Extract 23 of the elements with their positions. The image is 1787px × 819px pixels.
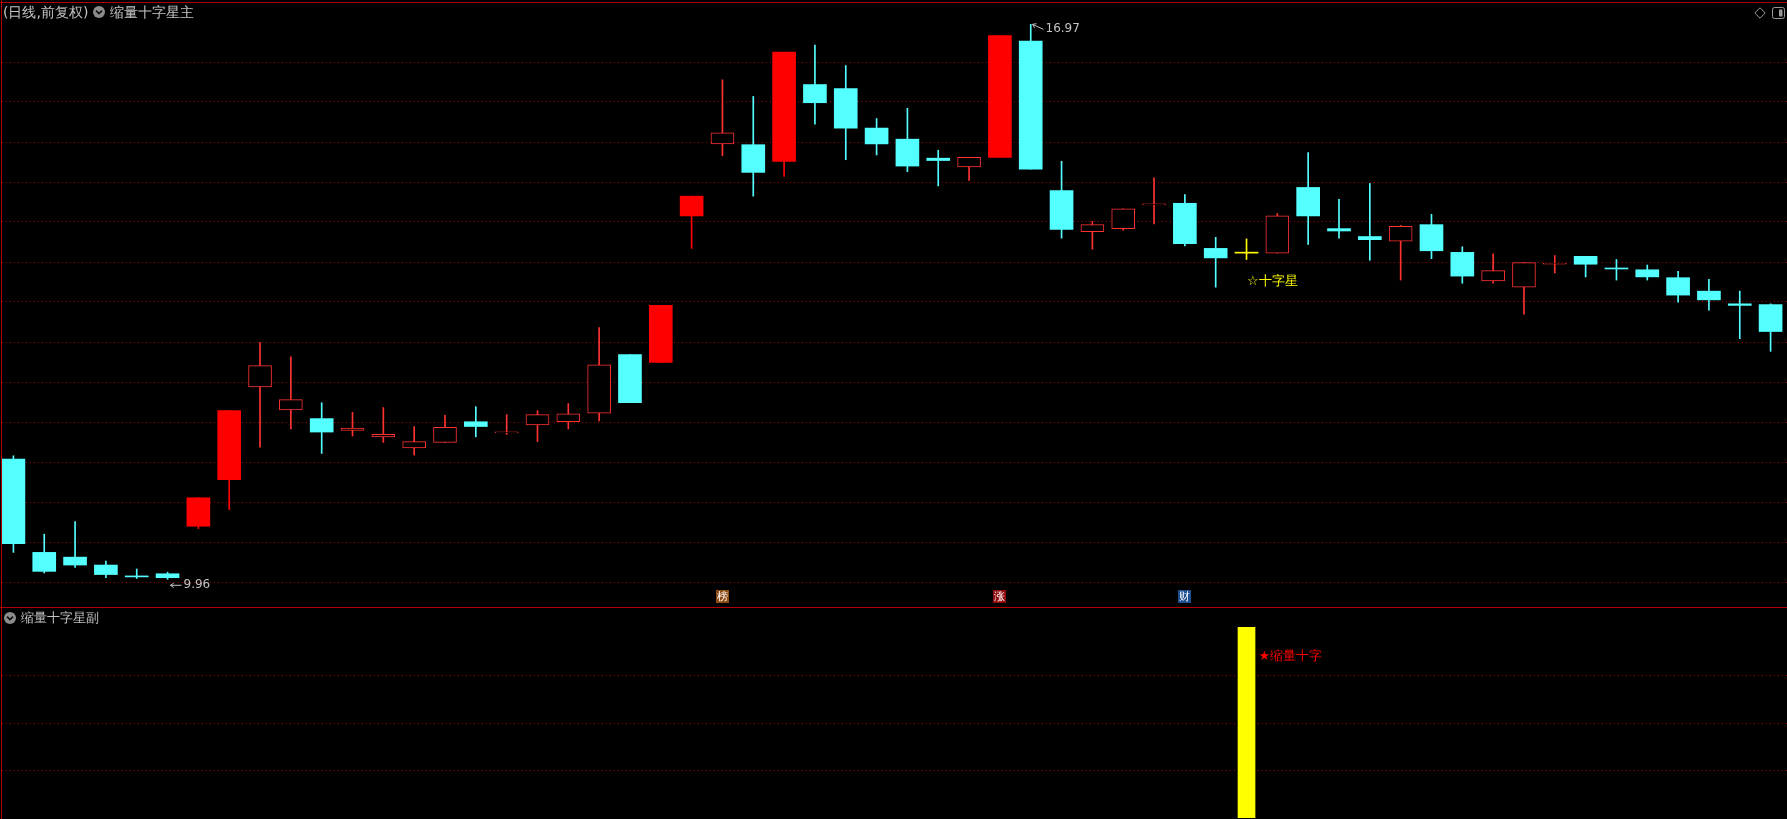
candlestick xyxy=(1358,183,1382,261)
candlestick xyxy=(1327,198,1351,239)
candlestick xyxy=(402,426,426,456)
candlestick xyxy=(248,342,272,448)
annotation: 榜 xyxy=(716,590,729,603)
annotation: ★缩量十字 xyxy=(1258,648,1323,664)
chart-title: (日线,前复权) xyxy=(3,4,89,20)
candlestick xyxy=(1142,177,1166,225)
candlestick xyxy=(803,44,827,125)
candlestick xyxy=(1727,290,1752,339)
candlestick xyxy=(279,356,303,430)
candlestick xyxy=(63,521,87,568)
chart-title: 缩量十字星副 xyxy=(21,610,99,626)
chart-subtitle: 缩量十字星主 xyxy=(110,4,195,20)
annotation: 9.96 xyxy=(183,577,211,592)
candlestick xyxy=(926,149,951,187)
annotation: 16.97 xyxy=(1045,21,1080,36)
candlestick xyxy=(1542,255,1567,274)
annotation: 财 xyxy=(1178,590,1191,603)
candlestick xyxy=(1203,236,1228,288)
candlestick xyxy=(464,406,488,438)
annotation: 涨 xyxy=(993,590,1006,603)
annotation: ☆十字星 xyxy=(1247,272,1298,288)
